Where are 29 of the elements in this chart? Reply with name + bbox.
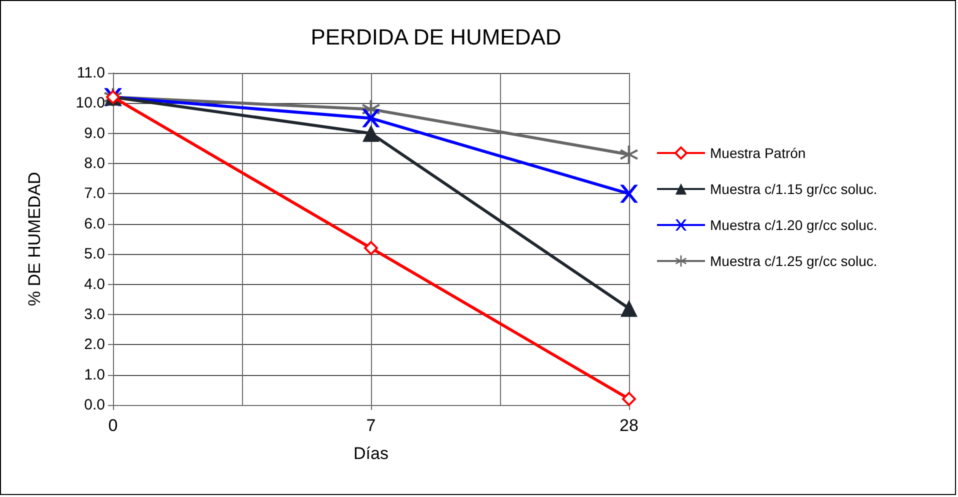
y-tick-label: 5.0	[84, 246, 105, 263]
x-tick-label: 0	[108, 416, 118, 435]
x-axis-title: Días	[354, 444, 388, 463]
point	[362, 109, 380, 128]
y-tick-label: 9.0	[84, 124, 105, 142]
legend-label: Muestra c/1.20 gr/cc soluc.	[710, 217, 878, 233]
x-tick-label: 28	[620, 416, 638, 435]
y-tick-label: 0.0	[84, 396, 105, 414]
legend-label: Muestra c/1.15 gr/cc soluc.	[710, 181, 878, 197]
y-tick-label: 2.0	[84, 336, 105, 354]
point	[620, 145, 638, 164]
point	[620, 300, 638, 317]
point	[620, 184, 638, 203]
y-axis-title: % DE HUMEDAD	[25, 172, 44, 306]
chart-title: PERDIDA DE HUMEDAD	[310, 24, 562, 50]
y-tick-label: 1.0	[84, 366, 105, 384]
y-tick-label: 10.0	[76, 94, 105, 112]
point	[622, 392, 636, 406]
y-tick-label: 4.0	[84, 276, 105, 293]
x-tick-label: 7	[366, 416, 376, 435]
point	[364, 241, 378, 256]
y-tick-label: 7.0	[84, 185, 105, 202]
legend-label: Muestra c/1.25 gr/cc soluc.	[710, 253, 878, 269]
y-tick-label: 3.0	[84, 306, 105, 323]
y-tick-label: 11.0	[76, 64, 105, 82]
y-tick-label: 6.0	[84, 215, 105, 232]
point	[362, 124, 380, 142]
y-tick-label: 8.0	[84, 155, 105, 172]
legend-label: Muestra Patrón	[710, 145, 806, 161]
